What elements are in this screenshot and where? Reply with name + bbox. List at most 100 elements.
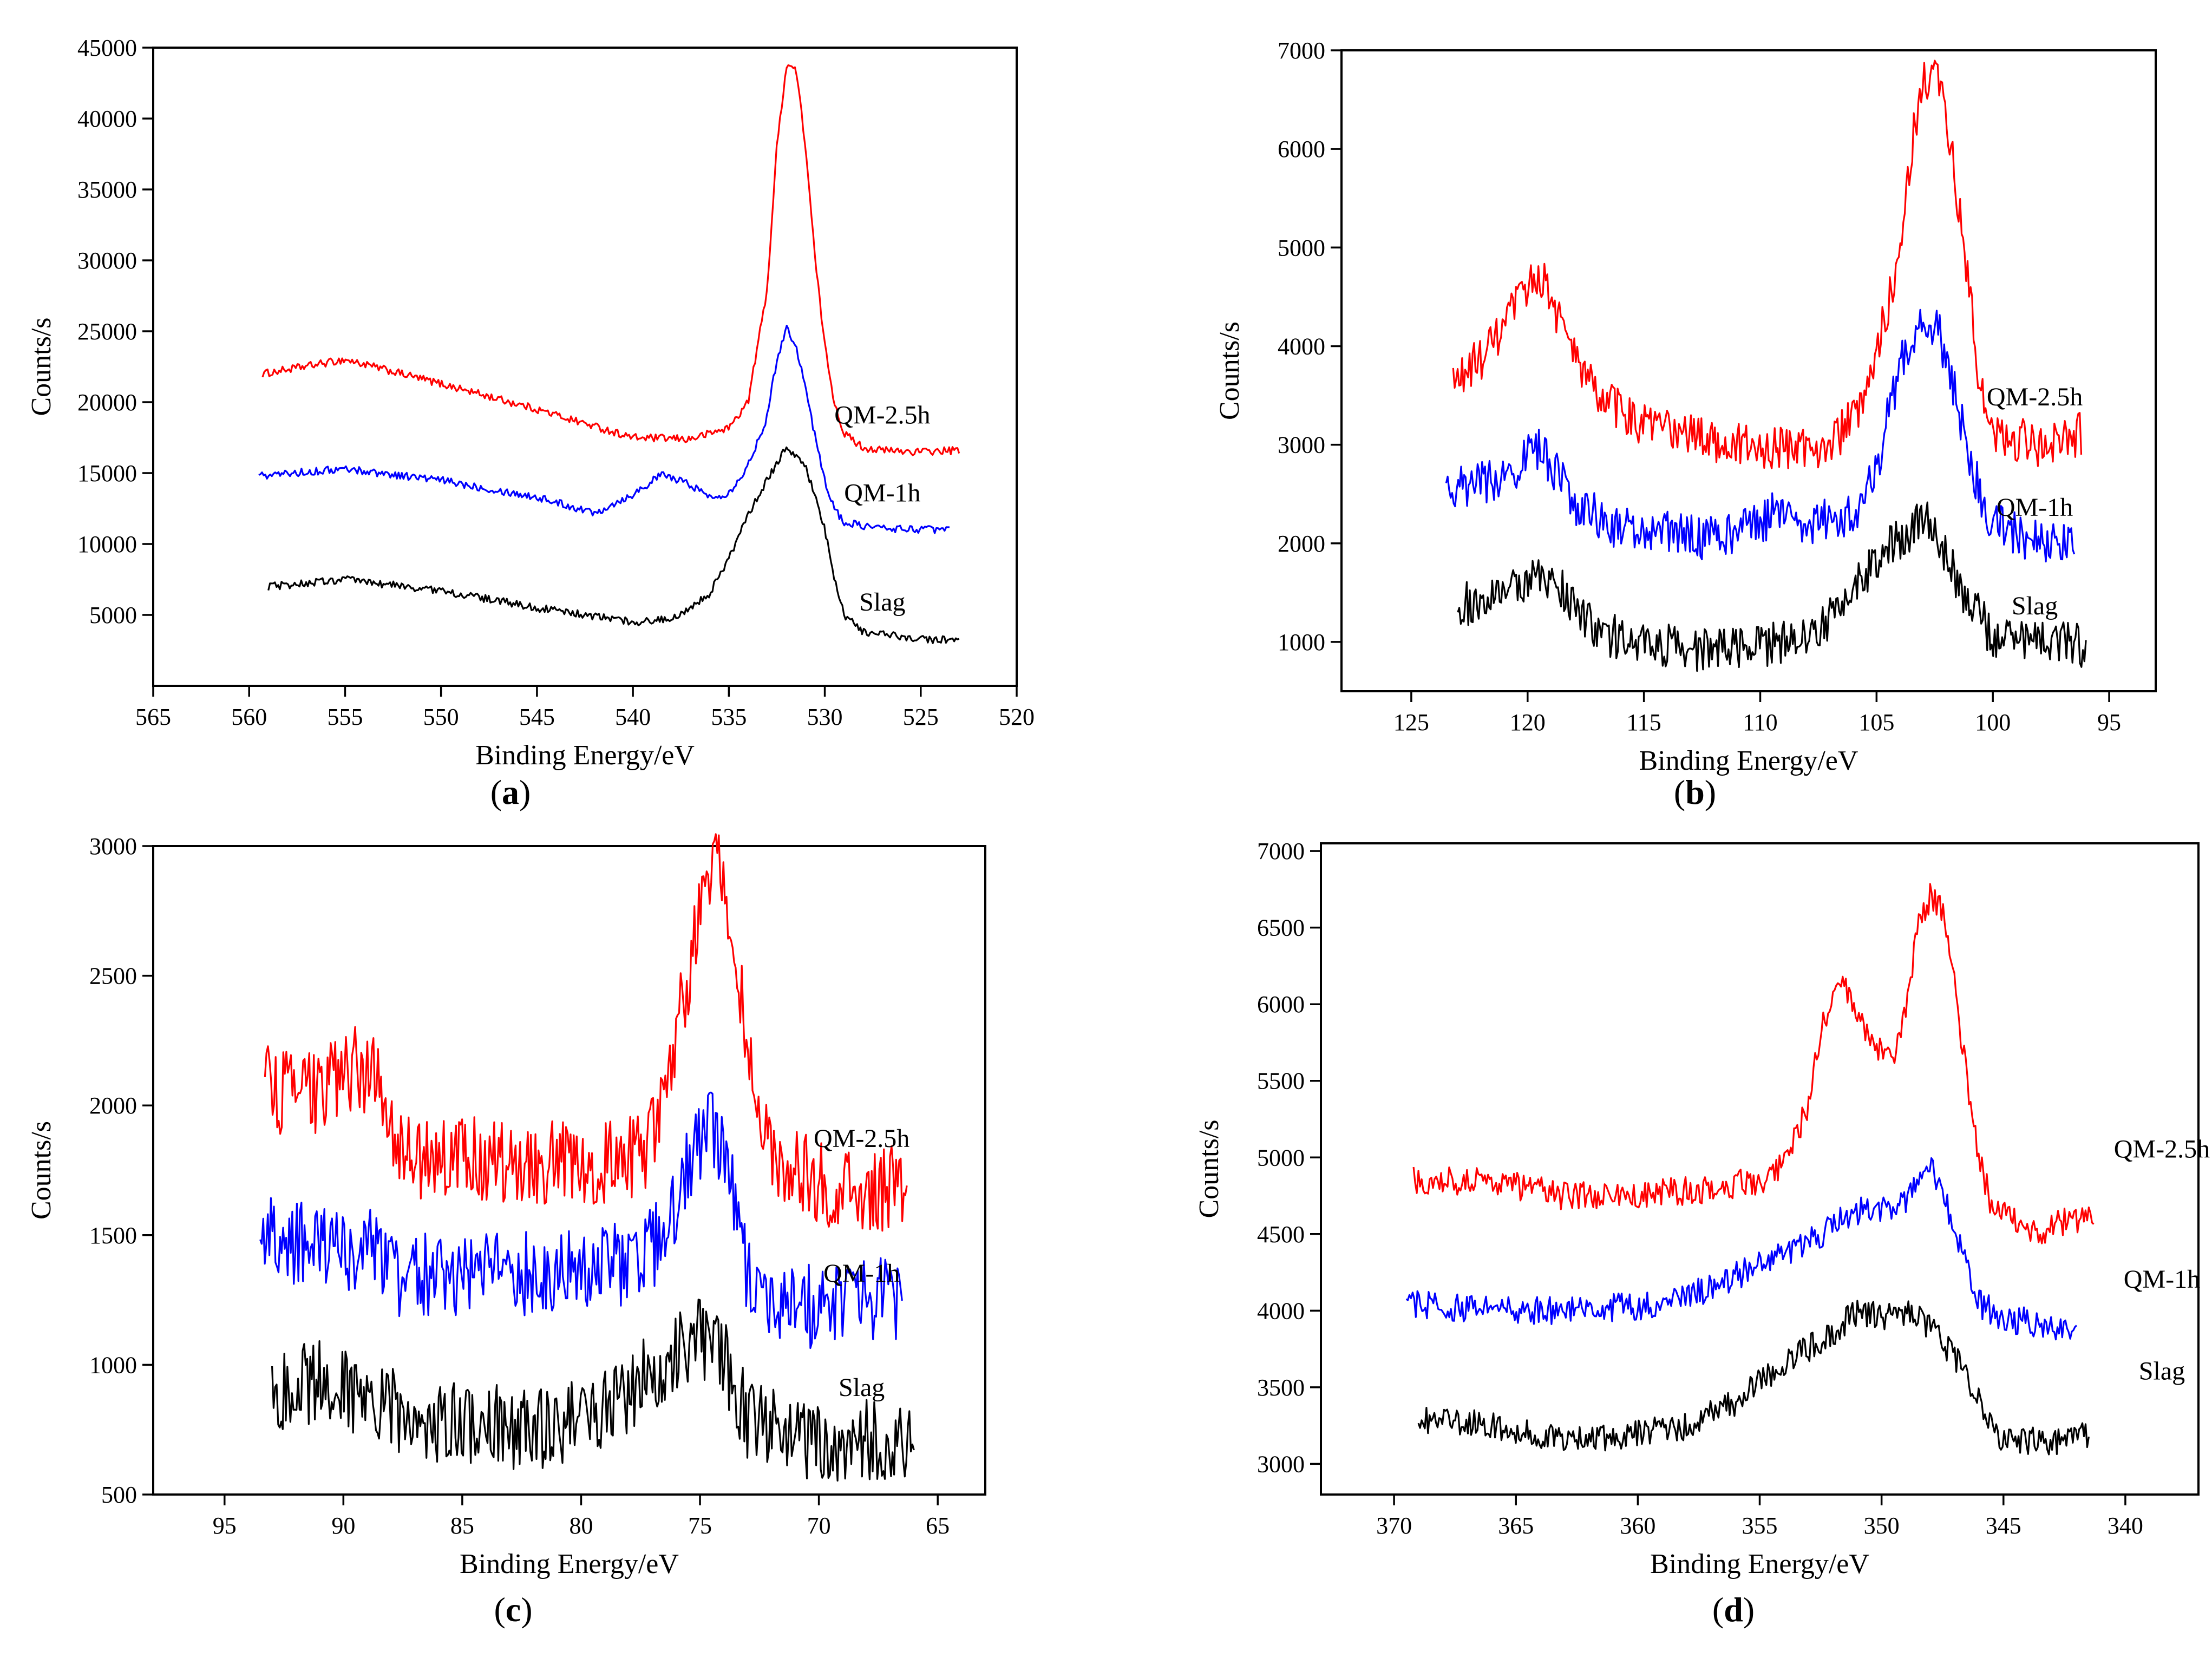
series-label-qm-2-5h: QM-2.5h — [2114, 1135, 2210, 1163]
x-tick-label: 70 — [807, 1512, 831, 1539]
series-line-qm-1h — [259, 1091, 903, 1349]
series-label-qm-1h: QM-1h — [844, 479, 920, 507]
y-tick-label: 5500 — [1257, 1068, 1305, 1095]
x-tick-label: 120 — [1510, 709, 1546, 736]
y-tick-label: 25000 — [77, 318, 137, 345]
series-line-qm-2-5h — [264, 833, 908, 1232]
x-tick-label: 560 — [231, 704, 267, 730]
panel-label: (b) — [1674, 773, 1716, 811]
y-tick-label: 10000 — [77, 531, 137, 558]
y-tick-label: 3000 — [1278, 432, 1325, 458]
chart-panel-a: 565 560 555 550 545 540 535 530 525 520 5000 10000 1… — [26, 35, 1035, 811]
y-axis-label: Counts/s — [26, 317, 57, 416]
series-label-qm-2-5h: QM-2.5h — [814, 1124, 909, 1153]
y-tick-label: 15000 — [77, 460, 137, 487]
x-tick-label: 85 — [450, 1512, 474, 1539]
x-tick-label: 115 — [1626, 709, 1661, 736]
x-tick-label: 565 — [135, 704, 171, 730]
chart-panel-b: 125 120 115 110 105 100 95 1000 2000 3000 4000 5000… — [1214, 37, 2157, 811]
x-axis-label: Binding Energy/eV — [1639, 745, 1858, 776]
series-line-slag — [271, 1299, 915, 1482]
x-tick-label: 100 — [1975, 709, 2011, 736]
x-tick-label: 350 — [1864, 1512, 1900, 1539]
x-tick-label: 370 — [1376, 1512, 1412, 1539]
y-tick-label: 1500 — [89, 1222, 137, 1249]
x-tick-label: 125 — [1393, 709, 1429, 736]
x-tick-label: 365 — [1498, 1512, 1534, 1539]
series-line-slag — [1417, 1300, 2090, 1456]
series-line-qm-2-5h — [1452, 60, 2083, 469]
x-tick-label: 65 — [926, 1512, 950, 1539]
series-line-qm-1h — [1405, 1157, 2077, 1341]
panel-label: (a) — [490, 773, 531, 811]
y-tick-label: 30000 — [77, 247, 137, 274]
x-tick-label: 80 — [569, 1512, 593, 1539]
series-label-slag: Slag — [839, 1373, 885, 1402]
y-tick-label: 1000 — [89, 1352, 137, 1378]
y-tick-label: 35000 — [77, 176, 137, 203]
panel-label: (c) — [494, 1590, 532, 1629]
x-tick-label: 530 — [807, 704, 843, 730]
y-tick-label: 500 — [101, 1482, 137, 1508]
series-line-qm-2-5h — [261, 64, 960, 456]
series-line-slag — [1457, 501, 2087, 672]
y-tick-label: 4000 — [1257, 1297, 1305, 1324]
y-tick-label: 2500 — [89, 963, 137, 989]
y-axis-label: Counts/s — [1194, 1119, 1225, 1218]
x-tick-label: 555 — [327, 704, 363, 730]
y-tick-label: 3000 — [1257, 1451, 1305, 1477]
plot-frame — [152, 47, 1018, 687]
x-axis-label: Binding Energy/eV — [475, 740, 695, 771]
x-tick-label: 105 — [1858, 709, 1894, 736]
y-tick-label: 40000 — [77, 106, 137, 132]
x-tick-label: 95 — [2097, 709, 2121, 736]
y-tick-label: 3000 — [89, 833, 137, 860]
y-axis-label: Counts/s — [1214, 322, 1245, 420]
x-tick-label: 345 — [1986, 1512, 2021, 1539]
chart-panel-c: 95 90 85 80 75 70 65 500 1000 1500 2000 2500 3000 Bin… — [26, 833, 986, 1629]
x-tick-label: 550 — [423, 704, 459, 730]
x-tick-label: 545 — [519, 704, 555, 730]
y-tick-label: 1000 — [1278, 629, 1325, 656]
panel-label: (d) — [1712, 1590, 1755, 1629]
y-tick-label: 45000 — [77, 35, 137, 61]
y-tick-label: 7000 — [1257, 838, 1305, 864]
series-label-slag: Slag — [2012, 592, 2058, 620]
series-line-qm-1h — [1445, 309, 2076, 562]
y-tick-label: 6500 — [1257, 915, 1305, 941]
x-tick-label: 520 — [999, 704, 1035, 730]
x-tick-label: 355 — [1742, 1512, 1778, 1539]
y-tick-label: 2000 — [89, 1092, 137, 1119]
plot-frame — [1320, 842, 2200, 1496]
series-line-slag — [267, 446, 960, 644]
x-tick-label: 340 — [2108, 1512, 2143, 1539]
y-tick-label: 2000 — [1278, 530, 1325, 557]
y-axis-label: Counts/s — [26, 1121, 57, 1220]
plot-frame — [152, 845, 986, 1496]
y-tick-label: 3500 — [1257, 1374, 1305, 1401]
series-label-qm-1h: QM-1h — [823, 1259, 900, 1288]
x-tick-label: 75 — [688, 1512, 712, 1539]
x-tick-label: 90 — [331, 1512, 355, 1539]
chart-panel-d: 370 365 360 355 350 345 340 3000 3500 4000 4500 500… — [1194, 838, 2210, 1629]
y-tick-label: 4500 — [1257, 1221, 1305, 1248]
y-tick-label: 5000 — [1278, 234, 1325, 261]
y-tick-label: 4000 — [1278, 333, 1325, 359]
x-axis-label: Binding Energy/eV — [460, 1549, 679, 1580]
series-label-qm-2-5h: QM-2.5h — [834, 401, 930, 429]
series-label-slag: Slag — [859, 588, 905, 617]
series-label-qm-1h: QM-1h — [1997, 493, 2073, 522]
x-tick-label: 110 — [1743, 709, 1777, 736]
x-tick-label: 95 — [213, 1512, 237, 1539]
series-line-qm-2-5h — [1412, 883, 2095, 1244]
series-label-qm-1h: QM-1h — [2124, 1265, 2200, 1294]
y-tick-label: 20000 — [77, 389, 137, 416]
y-tick-label: 7000 — [1278, 37, 1325, 64]
y-tick-label: 5000 — [89, 602, 137, 628]
series-label-qm-2-5h: QM-2.5h — [1987, 383, 2083, 411]
x-tick-label: 525 — [903, 704, 939, 730]
series-label-slag: Slag — [2139, 1357, 2185, 1386]
x-axis-label: Binding Energy/eV — [1650, 1549, 1869, 1580]
plot-frame — [1340, 49, 2157, 692]
